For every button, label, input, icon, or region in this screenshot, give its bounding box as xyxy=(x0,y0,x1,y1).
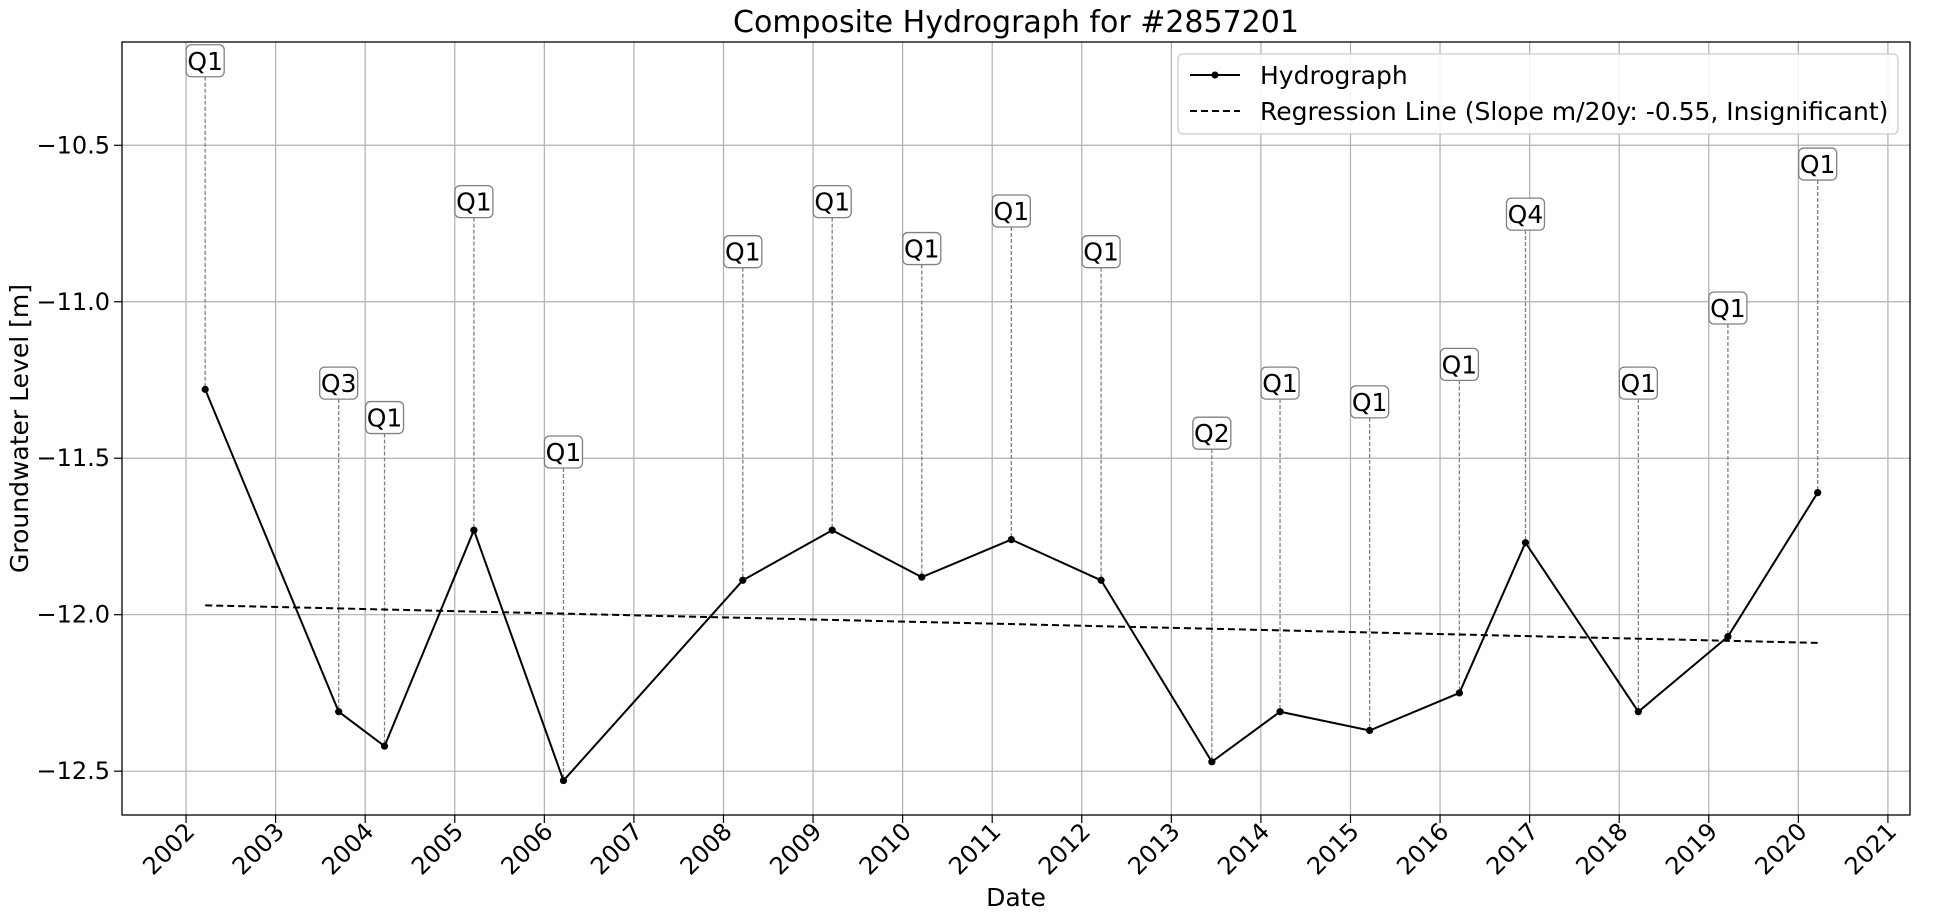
hydrograph-point xyxy=(918,573,926,581)
quarter-label-text: Q2 xyxy=(1194,419,1230,448)
x-axis-label: Date xyxy=(986,883,1046,912)
quarter-label-text: Q4 xyxy=(1508,200,1544,229)
x-tick-label: 2008 xyxy=(675,817,738,880)
legend-regression-label: Regression Line (Slope m/20y: -0.55, Ins… xyxy=(1260,97,1888,126)
x-tick-label: 2009 xyxy=(764,817,827,880)
hydrograph-point xyxy=(1814,489,1822,497)
legend-hydrograph-label: Hydrograph xyxy=(1260,61,1408,90)
chart-title: Composite Hydrograph for #2857201 xyxy=(733,5,1299,40)
x-tick-label: 2007 xyxy=(585,817,648,880)
x-tick-label: 2019 xyxy=(1660,817,1723,880)
quarter-label-box xyxy=(902,231,942,266)
quarter-label-box xyxy=(1260,366,1300,400)
quarter-label-text: Q1 xyxy=(456,188,492,217)
series xyxy=(201,385,1822,785)
x-tick-label: 2003 xyxy=(227,817,290,880)
quarter-label-box xyxy=(1798,147,1838,181)
quarter-label-box xyxy=(723,235,763,269)
quarter-label-text: Q1 xyxy=(904,235,940,264)
quarter-label-text: Q1 xyxy=(814,188,850,217)
quarter-label-text: Q1 xyxy=(1352,388,1388,417)
quarter-label-box xyxy=(1081,235,1121,269)
x-tick-label: 2012 xyxy=(1033,817,1096,880)
hydrograph-point xyxy=(201,385,209,393)
axes-frame xyxy=(121,41,1911,816)
hydrograph-point xyxy=(1097,576,1105,584)
quarter-label-box xyxy=(1618,366,1658,400)
hydrograph-point xyxy=(1007,535,1015,544)
quarter-label-text: Q1 xyxy=(546,438,582,467)
hydrograph-line xyxy=(204,388,1819,783)
quarter-label-box xyxy=(1708,291,1748,325)
quarter-label-text: Q3 xyxy=(321,369,357,398)
quarter-label-text: Q1 xyxy=(1442,350,1478,379)
quarter-label-text: Q1 xyxy=(1262,369,1298,398)
quarter-label-text: Q1 xyxy=(994,197,1030,226)
hydrograph-point xyxy=(1455,689,1463,697)
hydrograph-point xyxy=(828,526,836,534)
quarter-drop-lines xyxy=(204,76,1819,781)
x-tick-label: 2006 xyxy=(496,817,559,880)
quarter-label-box xyxy=(454,184,494,219)
y-tick-label: −11.0 xyxy=(36,288,110,316)
quarter-label-box xyxy=(364,400,405,435)
quarter-label-text: Q1 xyxy=(1621,369,1657,398)
quarter-label-text: Q1 xyxy=(1800,150,1836,179)
quarter-label-text: Q1 xyxy=(725,238,761,267)
legend-hydrograph-marker xyxy=(1211,71,1219,79)
legend-box xyxy=(1177,53,1899,135)
x-tick-label: 2014 xyxy=(1212,817,1275,880)
x-tick-label: 2018 xyxy=(1570,817,1633,880)
hydrograph-point xyxy=(739,576,747,584)
x-tick-label: 2016 xyxy=(1391,817,1454,880)
regression-line xyxy=(205,604,1818,644)
hydrograph-point xyxy=(1634,708,1642,716)
quarter-label-text: Q1 xyxy=(187,47,223,76)
x-axis-ticks: 2002 2003 2004 2005 2006 2007 2008 2009 2010 2011… xyxy=(137,815,1902,880)
x-tick-label: 2004 xyxy=(316,817,379,880)
quarter-label-text: Q1 xyxy=(367,404,403,433)
y-tick-label: −12.5 xyxy=(36,757,110,785)
hydrograph-point xyxy=(335,708,343,716)
hydrograph-point xyxy=(1724,633,1732,641)
x-tick-label: 2011 xyxy=(943,817,1006,880)
x-tick-label: 2015 xyxy=(1302,817,1365,880)
y-tick-label: −11.5 xyxy=(36,444,110,472)
grid xyxy=(122,42,1910,815)
x-tick-label: 2002 xyxy=(137,817,200,880)
y-axis-ticks: −10.5 −11.0 −11.5 −12.0 −12.5 xyxy=(36,131,122,785)
quarter-label-box xyxy=(1192,416,1232,450)
x-tick-label: 2021 xyxy=(1839,817,1902,880)
y-tick-label: −10.5 xyxy=(36,131,110,159)
legend: Hydrograph Regression Line (Slope m/20y:… xyxy=(1177,53,1899,135)
quarter-label-box xyxy=(1349,385,1390,419)
quarter-label-box xyxy=(185,44,225,78)
hydrograph-point xyxy=(470,526,478,534)
hydrograph-point xyxy=(1521,539,1530,547)
x-tick-label: 2013 xyxy=(1123,817,1186,880)
quarter-labels: Q1 Q3 Q1 Q1 Q1 Q1 Q1 Q1 Q1 Q1 Q2 Q1 Q1 Q1 Q4 Q1 Q1 Q1 xyxy=(185,44,1838,469)
quarter-label-box xyxy=(1505,197,1546,231)
quarter-label-text: Q1 xyxy=(1083,238,1119,267)
x-tick-label: 2005 xyxy=(406,817,469,880)
hydrograph-point xyxy=(559,776,568,785)
quarter-label-box xyxy=(991,194,1031,228)
quarter-label-box xyxy=(812,184,852,219)
quarter-label-box xyxy=(543,435,584,469)
y-tick-label: −12.0 xyxy=(36,601,110,629)
hydrograph-point xyxy=(1208,758,1216,766)
quarter-label-box xyxy=(1439,347,1480,381)
quarter-label-box xyxy=(319,366,359,400)
quarter-label-text: Q1 xyxy=(1710,294,1746,323)
x-tick-label: 2010 xyxy=(854,817,917,880)
y-axis-label: Groundwater Level [m] xyxy=(5,284,34,573)
hydrograph-point xyxy=(1276,708,1284,716)
x-tick-label: 2017 xyxy=(1481,817,1544,880)
x-tick-label: 2020 xyxy=(1750,817,1813,880)
hydrograph-point xyxy=(380,742,389,750)
hydrograph-point xyxy=(1366,726,1374,735)
